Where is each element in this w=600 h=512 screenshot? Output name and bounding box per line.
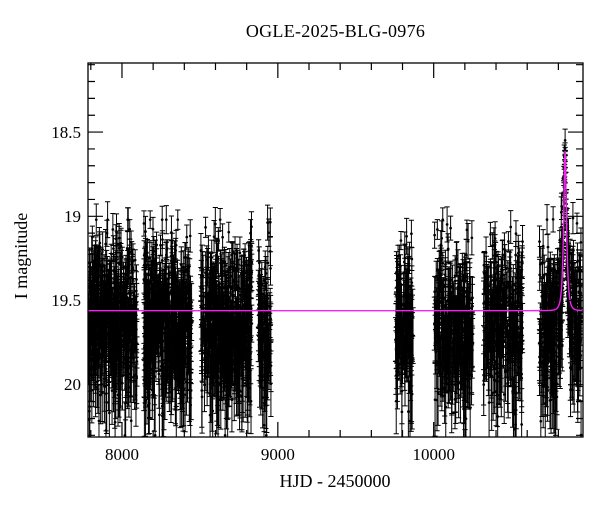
y-tick-label: 18.5 [51, 122, 81, 142]
x-tick-label: 10000 [412, 445, 455, 464]
figure-title: OGLE-2025-BLG-0976 [245, 21, 426, 41]
y-tick-label: 19.5 [51, 291, 81, 311]
x-tick-label: 9000 [260, 445, 295, 464]
y-axis-label: I magnitude [11, 212, 31, 300]
x-tick-label: 8000 [104, 445, 139, 464]
x-axis-label: HJD - 2450000 [279, 471, 391, 491]
y-tick-label: 20 [64, 375, 81, 395]
y-tick-label: 19 [64, 206, 81, 226]
